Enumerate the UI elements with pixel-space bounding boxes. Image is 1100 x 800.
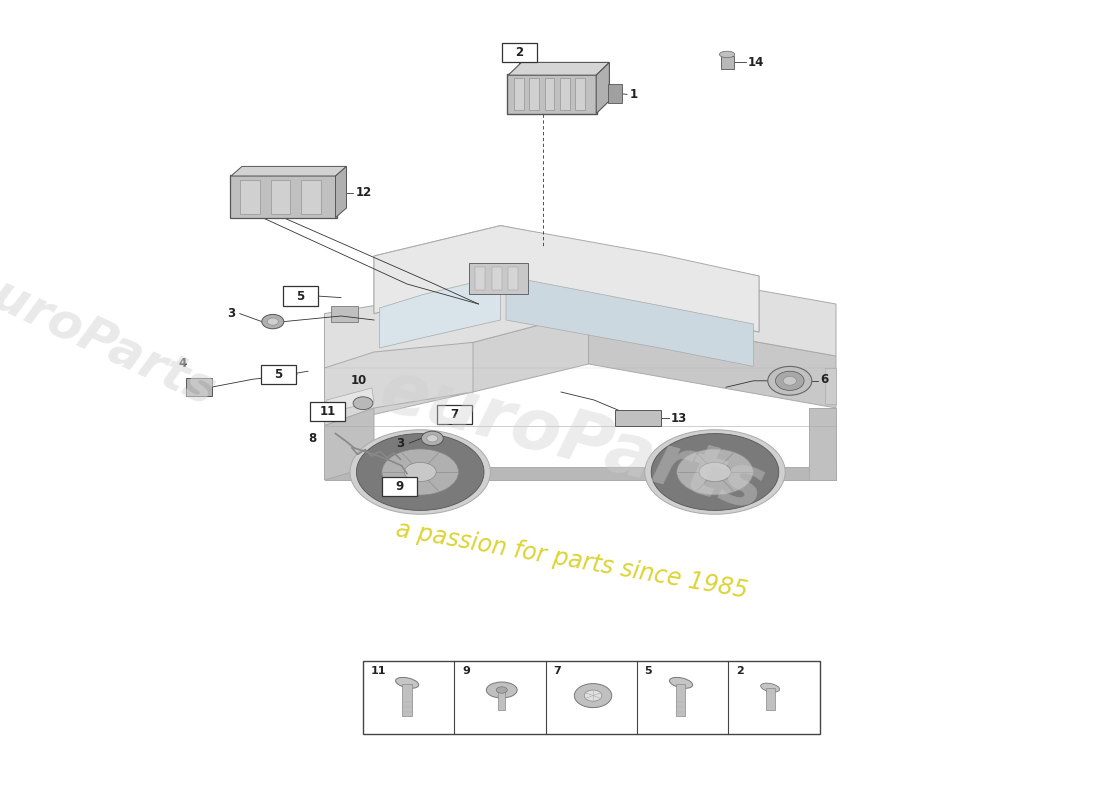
Text: 2: 2 [736, 666, 744, 676]
Polygon shape [825, 368, 836, 404]
FancyBboxPatch shape [331, 306, 358, 322]
Ellipse shape [427, 434, 438, 442]
FancyBboxPatch shape [498, 690, 505, 710]
Ellipse shape [267, 318, 278, 326]
Polygon shape [596, 62, 609, 114]
FancyBboxPatch shape [608, 84, 622, 103]
FancyBboxPatch shape [261, 365, 296, 384]
Text: 11: 11 [320, 405, 336, 418]
Polygon shape [374, 226, 500, 314]
FancyBboxPatch shape [502, 43, 537, 62]
Polygon shape [808, 408, 836, 480]
FancyBboxPatch shape [310, 402, 345, 421]
Text: 2: 2 [515, 46, 524, 59]
Ellipse shape [768, 366, 812, 395]
Text: euroParts: euroParts [0, 256, 222, 416]
Ellipse shape [776, 371, 804, 390]
Ellipse shape [356, 434, 484, 510]
FancyBboxPatch shape [766, 688, 774, 710]
Text: 3: 3 [397, 437, 405, 450]
Ellipse shape [496, 687, 507, 694]
Polygon shape [231, 166, 346, 176]
Ellipse shape [700, 462, 732, 482]
FancyBboxPatch shape [514, 78, 524, 110]
Text: 5: 5 [274, 368, 283, 381]
Text: 3: 3 [228, 307, 235, 320]
FancyBboxPatch shape [402, 685, 411, 717]
FancyBboxPatch shape [437, 405, 472, 424]
FancyBboxPatch shape [240, 180, 260, 214]
Ellipse shape [645, 430, 785, 514]
FancyBboxPatch shape [283, 286, 318, 306]
FancyBboxPatch shape [230, 175, 337, 218]
Polygon shape [336, 166, 346, 218]
Text: 7: 7 [553, 666, 561, 676]
Ellipse shape [421, 431, 443, 446]
Polygon shape [508, 62, 609, 75]
FancyBboxPatch shape [507, 74, 597, 114]
Polygon shape [588, 312, 836, 408]
FancyBboxPatch shape [575, 78, 585, 110]
FancyBboxPatch shape [675, 685, 685, 717]
Text: 14: 14 [748, 56, 764, 69]
Polygon shape [324, 467, 836, 480]
Text: 9: 9 [395, 480, 404, 493]
FancyBboxPatch shape [544, 78, 554, 110]
Ellipse shape [584, 690, 602, 702]
FancyBboxPatch shape [469, 263, 528, 294]
Polygon shape [324, 312, 588, 426]
Polygon shape [379, 276, 500, 348]
FancyBboxPatch shape [382, 477, 417, 496]
FancyBboxPatch shape [615, 410, 661, 426]
Text: 6: 6 [821, 373, 829, 386]
Polygon shape [324, 408, 374, 480]
FancyBboxPatch shape [492, 267, 502, 290]
Text: a passion for parts since 1985: a passion for parts since 1985 [394, 517, 750, 603]
Ellipse shape [719, 51, 735, 58]
Text: 7: 7 [450, 408, 459, 421]
Text: 10: 10 [351, 374, 366, 387]
Text: 13: 13 [671, 412, 688, 425]
FancyBboxPatch shape [475, 267, 485, 290]
FancyBboxPatch shape [186, 378, 212, 396]
Ellipse shape [670, 678, 693, 688]
Ellipse shape [382, 449, 459, 495]
Text: euroParts: euroParts [372, 355, 772, 525]
Text: 5: 5 [296, 290, 305, 302]
Polygon shape [506, 276, 754, 366]
Polygon shape [374, 226, 759, 332]
FancyBboxPatch shape [529, 78, 539, 110]
Ellipse shape [574, 684, 612, 708]
FancyBboxPatch shape [301, 180, 321, 214]
FancyBboxPatch shape [363, 661, 820, 734]
FancyBboxPatch shape [271, 180, 290, 214]
Ellipse shape [350, 430, 491, 514]
FancyBboxPatch shape [720, 56, 734, 69]
Polygon shape [327, 388, 374, 413]
Text: 8: 8 [308, 432, 317, 445]
Ellipse shape [353, 397, 373, 410]
Ellipse shape [783, 376, 796, 385]
Polygon shape [500, 226, 759, 332]
Ellipse shape [405, 462, 436, 482]
Polygon shape [324, 342, 473, 426]
FancyBboxPatch shape [560, 78, 570, 110]
Ellipse shape [486, 682, 517, 698]
Ellipse shape [651, 434, 779, 510]
Ellipse shape [676, 449, 754, 495]
Ellipse shape [761, 683, 780, 692]
Ellipse shape [262, 314, 284, 329]
Text: 9: 9 [462, 666, 470, 676]
Polygon shape [324, 260, 836, 368]
Text: 5: 5 [645, 666, 652, 676]
Ellipse shape [396, 678, 419, 688]
Text: 1: 1 [629, 88, 637, 101]
Text: 12: 12 [355, 186, 372, 199]
FancyBboxPatch shape [508, 267, 518, 290]
Text: 4: 4 [178, 357, 187, 370]
Text: 11: 11 [371, 666, 386, 676]
